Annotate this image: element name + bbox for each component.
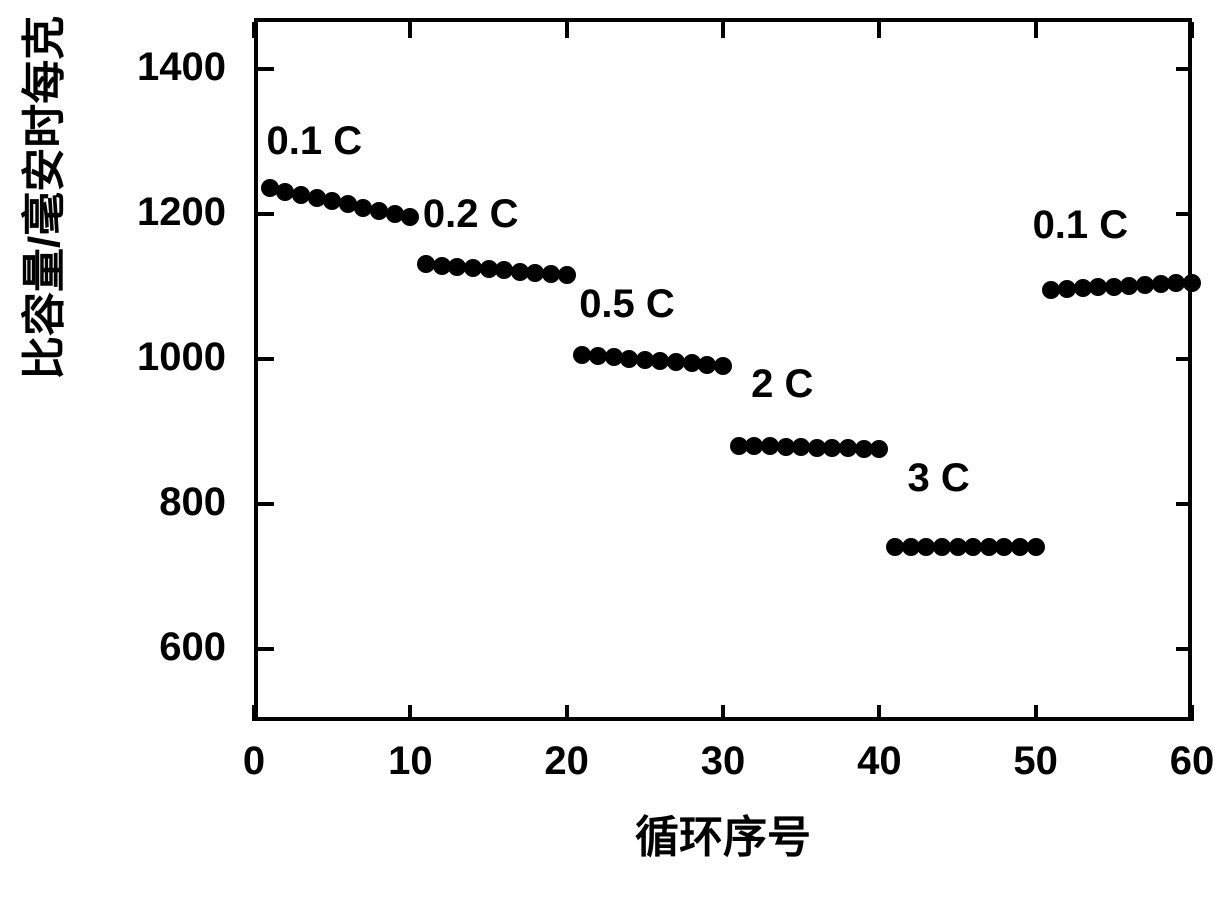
- data-point: [1183, 274, 1201, 292]
- x-tick-label: 40: [839, 739, 919, 784]
- x-tick-mark: [721, 22, 725, 38]
- y-tick-label: 1400: [137, 45, 226, 90]
- x-tick-mark: [877, 22, 881, 38]
- x-tick-mark: [408, 22, 412, 38]
- rate-annotation: 3 C: [908, 456, 970, 501]
- data-point: [1027, 538, 1045, 556]
- y-tick-label: 800: [159, 480, 226, 525]
- y-tick-mark: [258, 647, 274, 651]
- x-tick-mark: [877, 705, 881, 721]
- x-tick-label: 10: [370, 739, 450, 784]
- y-tick-mark: [1176, 67, 1192, 71]
- x-tick-mark: [252, 22, 256, 38]
- rate-annotation: 0.1 C: [267, 119, 363, 164]
- data-point: [558, 266, 576, 284]
- y-tick-mark: [258, 67, 274, 71]
- data-point: [714, 357, 732, 375]
- x-tick-label: 50: [996, 739, 1076, 784]
- chart-container: 比容量/毫安时每克 循环序号 600800100012001400 010203…: [0, 0, 1215, 902]
- y-tick-mark: [1176, 212, 1192, 216]
- y-tick-mark: [258, 212, 274, 216]
- y-tick-mark: [258, 502, 274, 506]
- y-tick-label: 600: [159, 625, 226, 670]
- x-tick-label: 0: [214, 739, 294, 784]
- y-tick-label: 1000: [137, 335, 226, 380]
- x-tick-mark: [721, 705, 725, 721]
- x-axis-label: 循环序号: [254, 801, 1192, 865]
- x-tick-mark: [565, 705, 569, 721]
- rate-annotation: 2 C: [751, 362, 813, 407]
- x-tick-mark: [1190, 705, 1194, 721]
- rate-annotation: 0.5 C: [579, 282, 675, 327]
- y-tick-mark: [1176, 502, 1192, 506]
- rate-annotation: 0.1 C: [1033, 203, 1129, 248]
- x-tick-mark: [1034, 705, 1038, 721]
- y-tick-mark: [1176, 357, 1192, 361]
- rate-annotation: 0.2 C: [423, 192, 519, 237]
- y-tick-label: 1200: [137, 190, 226, 235]
- x-tick-mark: [408, 705, 412, 721]
- x-tick-mark: [1034, 22, 1038, 38]
- data-point: [401, 208, 419, 226]
- x-tick-label: 60: [1152, 739, 1215, 784]
- x-tick-label: 30: [683, 739, 763, 784]
- x-tick-mark: [1190, 22, 1194, 38]
- x-tick-mark: [565, 22, 569, 38]
- x-tick-mark: [252, 705, 256, 721]
- y-tick-mark: [1176, 647, 1192, 651]
- y-tick-mark: [258, 357, 274, 361]
- data-point: [870, 440, 888, 458]
- x-tick-label: 20: [527, 739, 607, 784]
